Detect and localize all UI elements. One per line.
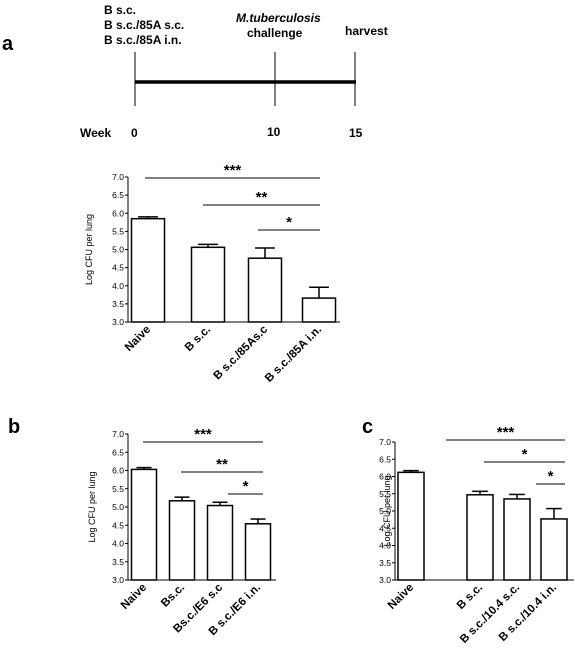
bar [206, 504, 234, 581]
chart-panel-a: 3.0 3.5 4.0 4.5 5.0 5.5 6.0 6.5 7.0 Log CFU per l… [84, 162, 340, 385]
category-label: Bs.c. [159, 582, 187, 610]
chart-panel-c: 3.0 3.5 4.0 4.5 5.0 5.5 6.0 6.5 7.0 Log CFU per l… [379, 424, 574, 646]
bar [301, 297, 337, 323]
significance-label: * [286, 214, 292, 231]
y-tick-label: 4.5 [112, 520, 124, 530]
y-tick-label: 5.5 [379, 489, 391, 499]
y-tick-label: 7.0 [112, 172, 124, 182]
y-tick-label: 5.0 [112, 245, 124, 255]
timeline-challenge-word: challenge [247, 26, 303, 40]
category-label: Naive [119, 582, 149, 612]
timeline-group-1: B s.c. [104, 3, 136, 17]
category-label: B s.c. [183, 324, 213, 354]
panel-a-letter: a [2, 33, 14, 55]
bar [130, 217, 166, 323]
panel-c-letter: c [362, 416, 373, 438]
y-tick-label: 4.5 [112, 263, 124, 273]
bar [247, 257, 283, 323]
y-tick-label: 3.5 [112, 557, 124, 567]
timeline-week-label: Week [80, 126, 111, 140]
y-tick-label: 4.0 [112, 539, 124, 549]
bar [540, 518, 568, 581]
significance-label: *** [194, 426, 212, 443]
y-tick-label: 4.0 [379, 541, 391, 551]
y-tick-label: 5.0 [112, 502, 124, 512]
y-tick-label: 5.5 [112, 226, 124, 236]
y-tick-label: 6.5 [112, 190, 124, 200]
y-tick-label: 7.0 [379, 437, 391, 447]
significance-label: *** [497, 424, 515, 441]
y-tick-label: 5.0 [379, 506, 391, 516]
y-tick-label: 6.0 [112, 466, 124, 476]
y-axis-label: Log CFU per lung [87, 471, 97, 542]
timeline-group-2: B s.c./85A s.c. [104, 18, 184, 32]
chart-panel-b: 3.0 3.5 4.0 4.5 5.0 5.5 6.0 6.5 7.0 Log CFU per l… [87, 426, 276, 638]
y-tick-label: 3.0 [112, 575, 124, 585]
bar [168, 500, 196, 581]
timeline-challenge-organism: M.tuberculosis [236, 11, 321, 25]
bar [397, 471, 425, 581]
y-tick-label: 6.0 [379, 472, 391, 482]
bar [130, 468, 158, 581]
y-tick-label: 6.5 [112, 447, 124, 457]
y-axis-label: Log CFU per lung [84, 214, 94, 285]
category-label: Naive [123, 324, 153, 354]
y-tick-label: 7.0 [112, 429, 124, 439]
significance-label: * [243, 478, 249, 495]
panel-b-letter: b [8, 416, 20, 438]
significance-label: ** [216, 456, 228, 473]
y-tick-label: 4.5 [379, 523, 391, 533]
y-tick-label: 3.5 [112, 299, 124, 309]
significance-label: * [548, 468, 554, 485]
category-label: B s.c. [455, 582, 485, 612]
timeline-week-10: 10 [267, 125, 281, 139]
significance-label: ** [256, 189, 268, 206]
y-tick-label: 5.5 [112, 484, 124, 494]
category-label: B s.c./85As.c [211, 323, 270, 382]
significance-label: * [522, 446, 528, 463]
timeline-harvest: harvest [345, 24, 388, 38]
category-label: B s.c./85A i.n. [263, 324, 324, 385]
bar [466, 494, 494, 581]
y-tick-label: 3.0 [379, 575, 391, 585]
y-tick-label: 3.0 [112, 317, 124, 327]
timeline-week-15: 15 [349, 126, 363, 140]
significance-label: *** [224, 162, 242, 179]
y-tick-label: 3.5 [379, 558, 391, 568]
timeline: B s.c. B s.c./85A s.c. B s.c./85A i.n. M… [80, 3, 388, 140]
bar [244, 523, 272, 581]
bar [503, 498, 531, 581]
y-tick-label: 6.0 [112, 208, 124, 218]
bar [190, 246, 226, 323]
y-tick-label: 4.0 [112, 281, 124, 291]
y-axis-label: Log CFU per lung [382, 475, 392, 546]
category-label: Naive [386, 582, 416, 612]
timeline-group-3: B s.c./85A i.n. [104, 33, 182, 47]
y-tick-label: 6.5 [379, 454, 391, 464]
timeline-week-0: 0 [131, 126, 138, 140]
